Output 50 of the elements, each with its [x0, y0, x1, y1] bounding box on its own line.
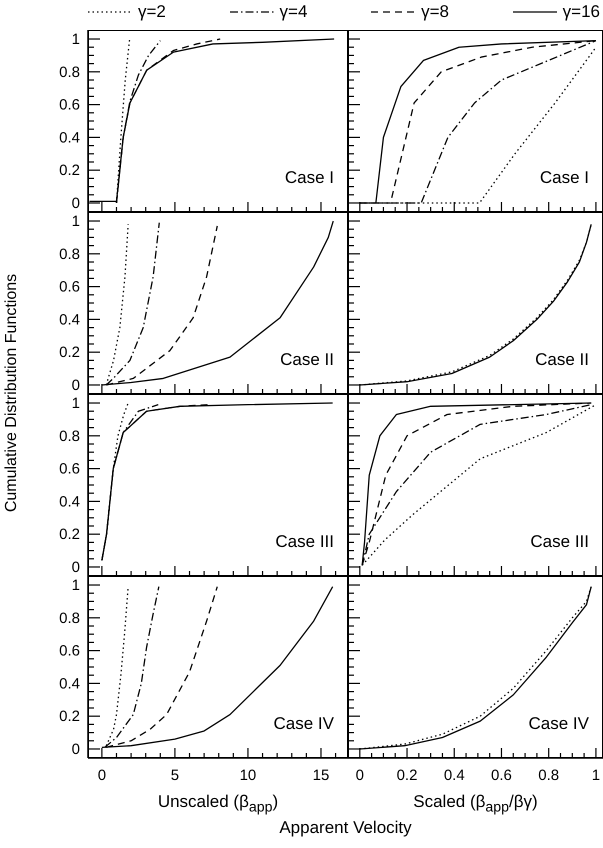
annotation: Case IV [274, 714, 334, 734]
y-tick-label: 0.8 [59, 610, 80, 627]
legend-label: γ=8 [421, 2, 449, 22]
text: Apparent Velocity [278, 818, 413, 838]
x-tick-label: 0 [98, 767, 106, 784]
legend-label: γ=4 [280, 2, 308, 22]
x-tick-label: 1 [592, 767, 600, 784]
x-tick-label: 0.6 [491, 767, 512, 784]
y-tick-label: 0 [72, 194, 80, 212]
annotation: Case III [275, 532, 334, 552]
legend-label: γ=2 [138, 2, 166, 22]
y-tick-label: 0.2 [59, 344, 80, 362]
y-tick-label: 0.8 [59, 428, 80, 445]
x-axis-title: Unscaled (β$_{app}$) [156, 792, 280, 816]
y-tick-label: 1 [72, 213, 80, 230]
annotation: Case I [540, 168, 589, 188]
legend-label: γ=16 [562, 2, 600, 22]
x-tick-label: 0.4 [444, 767, 465, 784]
y-tick-label: 0 [72, 740, 80, 758]
y-tick-label: 0.2 [59, 162, 80, 180]
annotation: Case II [280, 350, 334, 370]
y-tick-label: 0.2 [59, 526, 80, 544]
x-tick-label: 0.2 [396, 767, 418, 784]
y-tick-label: 1 [72, 31, 80, 48]
y-tick-label: 1 [72, 395, 80, 412]
y-tick-label: 0 [72, 376, 80, 394]
y-axis-title: Cumulative Distribution Functions [3, 272, 21, 514]
y-tick-label: 1 [72, 577, 80, 594]
annotation: Case IV [528, 714, 589, 734]
y-tick-label: 0.6 [59, 96, 80, 114]
annotation: Case II [535, 350, 589, 370]
x-axis-title: Scaled (β$_{app}$/βγ) [412, 792, 539, 816]
x-tick-label: 0 [356, 767, 364, 784]
y-tick-label: 0.2 [59, 708, 80, 726]
y-tick-label: 0.8 [59, 64, 80, 81]
y-tick-label: 0.8 [59, 246, 80, 263]
y-tick-label: 0 [72, 558, 80, 576]
y-tick-label: 0.4 [59, 129, 80, 146]
y-tick-label: 0.4 [59, 493, 80, 510]
y-tick-label: 0.4 [59, 311, 80, 328]
annotation: Case I [284, 168, 334, 188]
y-tick-label: 0.6 [59, 278, 80, 296]
y-tick-label: 0.4 [59, 675, 80, 692]
y-tick-label: 0.6 [59, 460, 80, 478]
y-tick-label: 0.6 [59, 642, 80, 660]
x-tick-label: 15 [312, 767, 330, 784]
annotation: Case III [530, 532, 589, 552]
x-tick-label: 0.8 [538, 767, 560, 784]
x-tick-label: 10 [240, 767, 256, 784]
x-tick-label: 5 [170, 767, 180, 784]
